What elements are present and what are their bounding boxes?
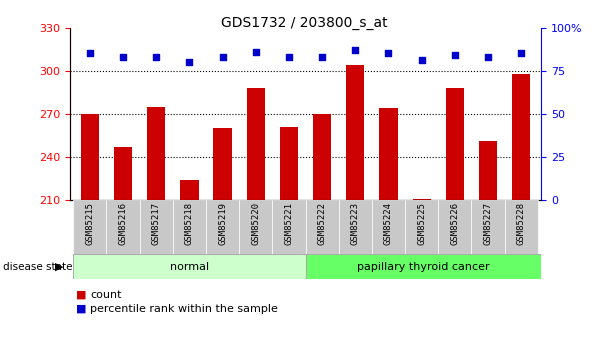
Bar bbox=[346, 65, 364, 200]
Text: ■: ■ bbox=[76, 304, 86, 314]
Text: GSM85220: GSM85220 bbox=[251, 202, 260, 245]
Bar bbox=[206, 200, 239, 254]
Bar bbox=[446, 88, 464, 200]
Bar bbox=[213, 128, 232, 200]
Text: GSM85216: GSM85216 bbox=[119, 202, 128, 245]
Text: GSM85219: GSM85219 bbox=[218, 202, 227, 245]
Bar bbox=[73, 254, 305, 279]
Bar bbox=[73, 200, 106, 254]
Text: GSM85222: GSM85222 bbox=[317, 202, 326, 245]
Text: GDS1732 / 203800_s_at: GDS1732 / 203800_s_at bbox=[221, 16, 387, 30]
Text: papillary thyroid cancer: papillary thyroid cancer bbox=[357, 262, 489, 272]
Text: GSM85215: GSM85215 bbox=[85, 202, 94, 245]
Text: normal: normal bbox=[170, 262, 209, 272]
Text: GSM85225: GSM85225 bbox=[417, 202, 426, 245]
Bar bbox=[471, 200, 505, 254]
Point bbox=[251, 49, 261, 55]
Bar bbox=[372, 200, 405, 254]
Text: percentile rank within the sample: percentile rank within the sample bbox=[90, 304, 278, 314]
Bar bbox=[505, 200, 538, 254]
Text: GSM85228: GSM85228 bbox=[517, 202, 526, 245]
Text: GSM85226: GSM85226 bbox=[451, 202, 459, 245]
Bar bbox=[239, 200, 272, 254]
Point bbox=[417, 58, 427, 63]
Bar bbox=[313, 114, 331, 200]
Bar bbox=[114, 147, 132, 200]
Point bbox=[384, 51, 393, 56]
Bar bbox=[247, 88, 265, 200]
Text: count: count bbox=[90, 290, 122, 300]
Point bbox=[516, 51, 526, 56]
Bar bbox=[512, 73, 530, 200]
Bar bbox=[147, 107, 165, 200]
Bar bbox=[280, 127, 298, 200]
Bar bbox=[173, 200, 206, 254]
Text: disease state: disease state bbox=[3, 262, 72, 272]
Point bbox=[85, 51, 95, 56]
Point bbox=[317, 54, 327, 60]
Point bbox=[450, 52, 460, 58]
Bar bbox=[272, 200, 305, 254]
Text: GSM85221: GSM85221 bbox=[285, 202, 294, 245]
Point bbox=[350, 47, 360, 53]
Point bbox=[118, 54, 128, 60]
Point bbox=[151, 54, 161, 60]
Text: ■: ■ bbox=[76, 290, 86, 300]
Text: GSM85218: GSM85218 bbox=[185, 202, 194, 245]
Bar bbox=[438, 200, 471, 254]
Bar bbox=[339, 200, 372, 254]
Text: GSM85224: GSM85224 bbox=[384, 202, 393, 245]
Bar bbox=[479, 141, 497, 200]
Bar bbox=[140, 200, 173, 254]
Text: ▶: ▶ bbox=[55, 262, 63, 272]
Text: GSM85223: GSM85223 bbox=[351, 202, 360, 245]
Point bbox=[284, 54, 294, 60]
Bar bbox=[81, 114, 99, 200]
Point bbox=[184, 59, 194, 65]
Bar bbox=[405, 200, 438, 254]
Point bbox=[483, 54, 493, 60]
Point bbox=[218, 54, 227, 60]
Bar bbox=[413, 199, 431, 200]
Bar bbox=[180, 180, 198, 200]
Bar bbox=[379, 108, 398, 200]
Text: GSM85217: GSM85217 bbox=[152, 202, 161, 245]
Bar bbox=[106, 200, 140, 254]
Bar bbox=[305, 254, 541, 279]
Text: GSM85227: GSM85227 bbox=[483, 202, 492, 245]
Bar bbox=[305, 200, 339, 254]
